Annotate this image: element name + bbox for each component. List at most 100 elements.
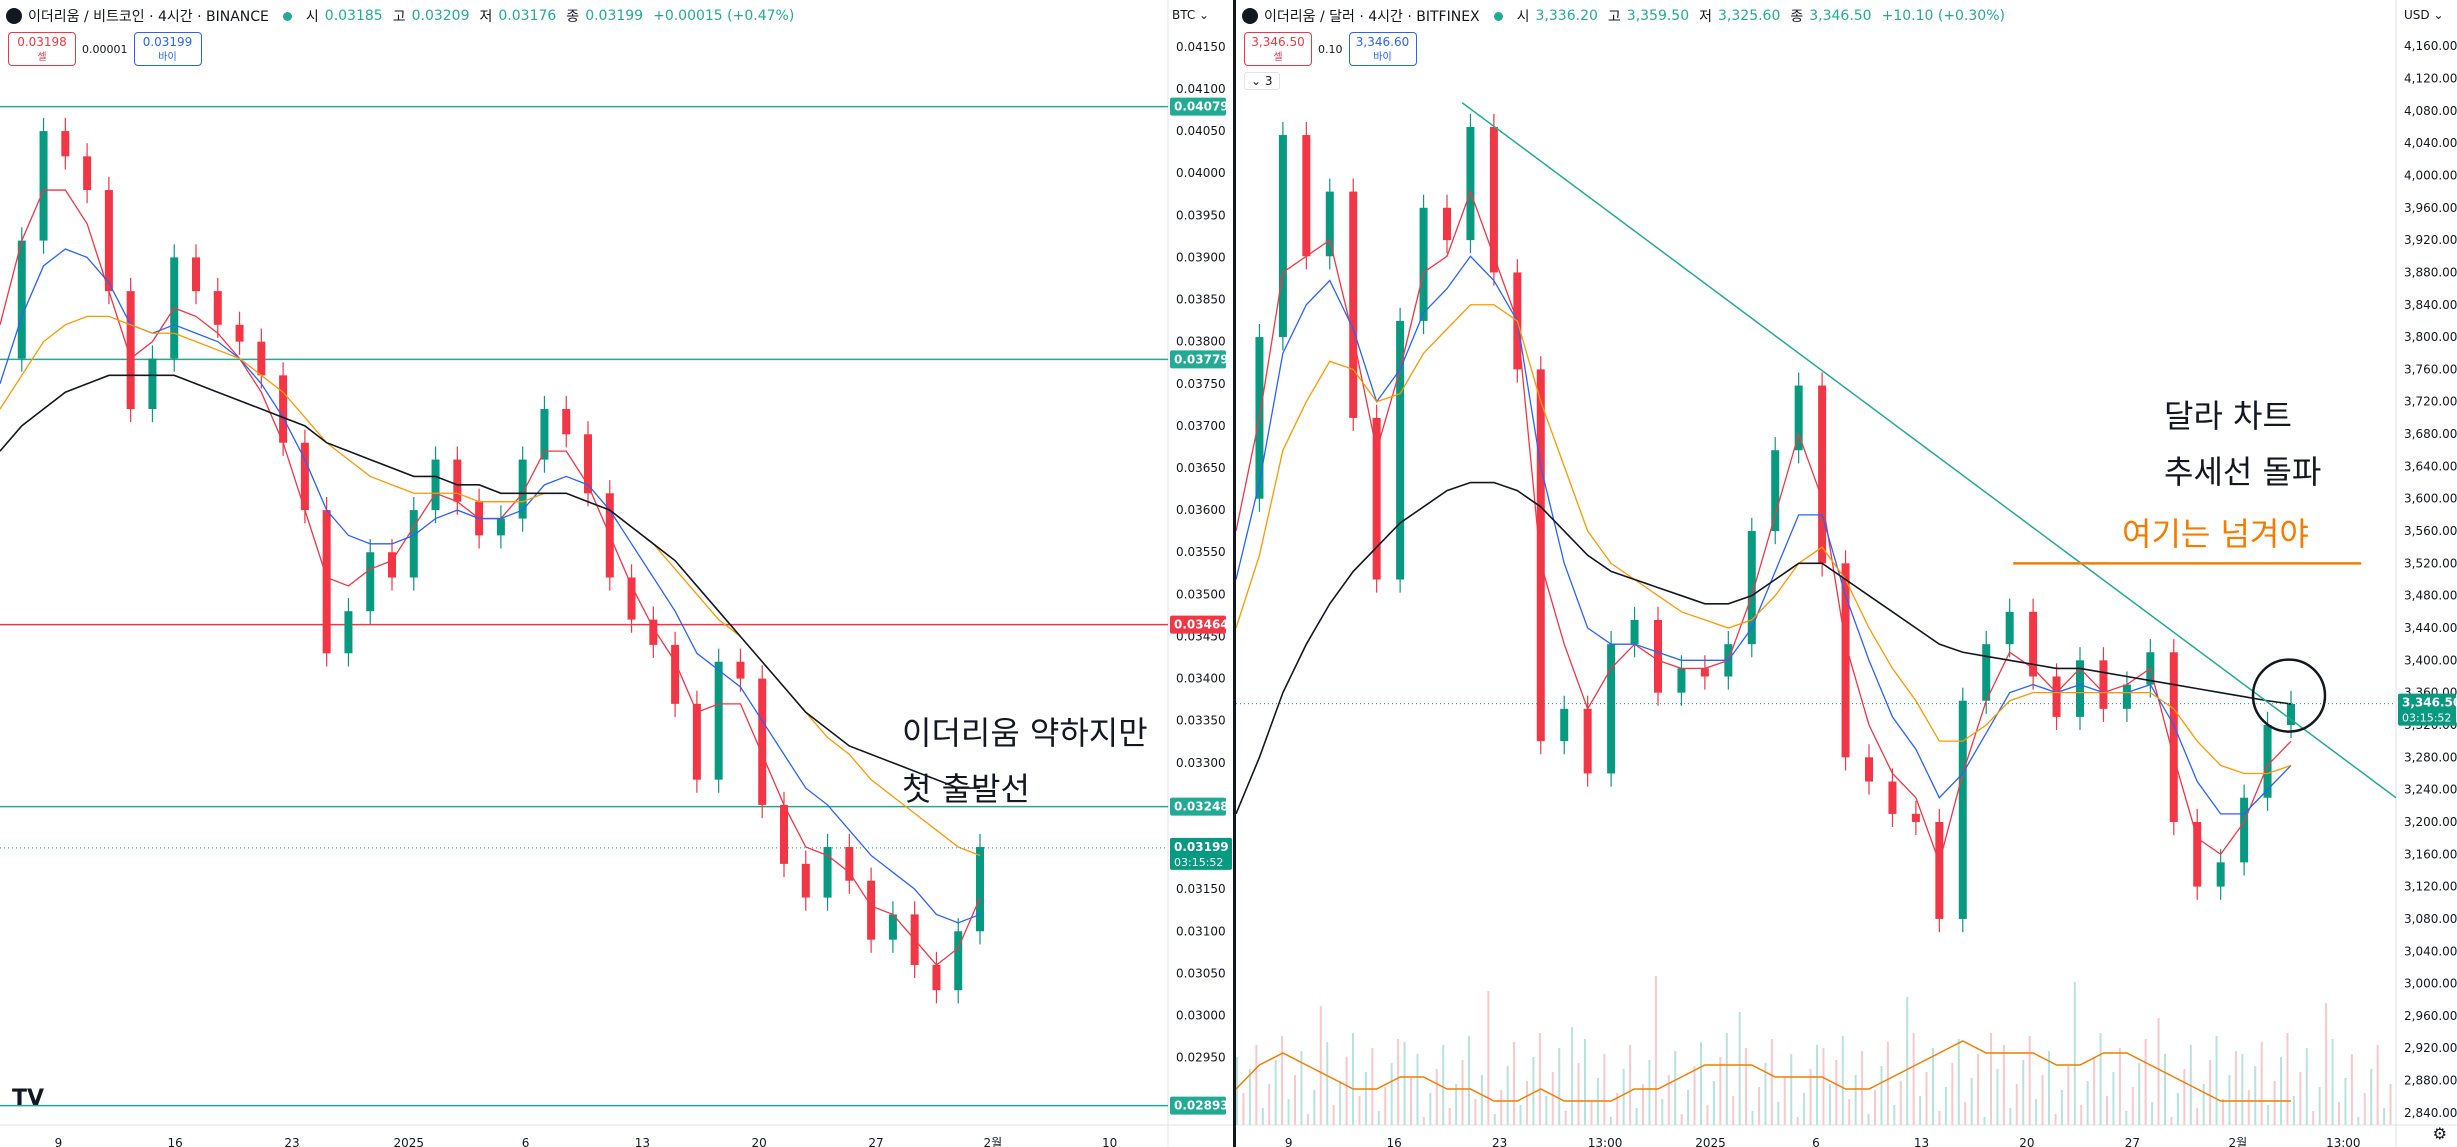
candle-body: [1958, 700, 1967, 919]
x-tick-label: 13:00: [1588, 1136, 1623, 1147]
candle-body: [300, 442, 309, 511]
volume-bar: [2234, 1051, 2237, 1125]
annotation-text: 첫 출발선: [902, 770, 1030, 808]
volume-bar: [1629, 1045, 1632, 1125]
eth-usd-chart[interactable]: 4,160.00 4,120.00 4,080.00 4,040.00 4,000.00…: [1236, 0, 2457, 1147]
volume-bar: [1532, 1057, 1535, 1125]
open-label: 시: [1516, 9, 1530, 25]
buy-button[interactable]: 0.03199 바이: [133, 32, 202, 66]
y-tick-label: 0.03300: [1176, 756, 1226, 770]
y-tick-label: 3,200.00: [2404, 815, 2457, 829]
eth-logo-icon: [1242, 8, 1258, 24]
y-tick-label: 0.04100: [1176, 82, 1226, 96]
breakout-circle: [2251, 658, 2327, 733]
sell-button[interactable]: 0.03198 셀: [8, 32, 76, 66]
indicators-toggle[interactable]: ⌄ 3: [1244, 72, 1280, 90]
last-price-label: 0.03199: [1174, 840, 1229, 854]
volume-bar: [1816, 1045, 1818, 1125]
change-value: +10.10 (+0.30%): [1881, 8, 2005, 24]
volume-bar: [2093, 1057, 2096, 1125]
eth-btc-chart-pane[interactable]: 0.04150 0.04100 0.04050 0.04000 0.03950 0.039…: [0, 0, 1233, 1147]
volume-bar: [1455, 1084, 1458, 1125]
volume-bar: [1861, 1051, 1864, 1125]
volume-bar: [2106, 1096, 2108, 1125]
x-tick-label: 2025: [1695, 1136, 1726, 1147]
candle-body: [126, 291, 135, 410]
y-tick-label: 4,080.00: [2404, 104, 2457, 118]
y-tick-label: 4,000.00: [2404, 168, 2457, 182]
candle-body: [1489, 126, 1498, 273]
volume-bar: [1248, 1069, 1251, 1125]
volume-bar: [2363, 1093, 2366, 1125]
market-status-icon: [1493, 11, 1503, 21]
candle-body: [1911, 813, 1920, 822]
volume-bar: [1551, 1072, 1554, 1125]
volume-bar: [2357, 1117, 2360, 1125]
volume-bar: [1912, 1033, 1915, 1125]
volume-bar: [1416, 1054, 1419, 1125]
buy-button[interactable]: 3,346.60 바이: [1348, 32, 1417, 66]
volume-bar: [1319, 1006, 1322, 1125]
volume-bar: [1822, 1048, 1825, 1125]
ma-long-line: [1236, 304, 2292, 775]
candle-body: [692, 703, 701, 780]
volume-bar: [1687, 1090, 1690, 1125]
volume-bar: [1326, 1042, 1329, 1125]
y-tick-label: 0.04050: [1176, 124, 1226, 138]
sell-button[interactable]: 3,346.50 셀: [1244, 32, 1312, 66]
eth-btc-chart[interactable]: 0.04150 0.04100 0.04050 0.04000 0.03950 0.039…: [0, 0, 1233, 1147]
settings-gear-icon[interactable]: ⚙: [2432, 1124, 2447, 1143]
y-tick-label: 3,720.00: [2404, 395, 2457, 409]
volume-bar: [1345, 1057, 1348, 1125]
volume-bar: [1964, 1102, 1967, 1125]
last-price-tag: [2398, 693, 2456, 726]
volume-bar: [2138, 1063, 2141, 1125]
x-tick-label: 20: [2019, 1136, 2034, 1147]
pane-divider[interactable]: [1233, 0, 1236, 1147]
candle-body: [1302, 135, 1311, 257]
y-tick-label: 0.03650: [1176, 461, 1226, 475]
volume-bar: [1493, 1114, 1496, 1125]
candle-body: [867, 880, 876, 940]
volume-bar: [1364, 1072, 1367, 1125]
volume-bar: [2286, 1033, 2289, 1125]
volume-bar: [1622, 1069, 1625, 1125]
eth-usd-chart-pane[interactable]: 4,160.00 4,120.00 4,080.00 4,040.00 4,000.00…: [1236, 0, 2457, 1147]
volume-bar: [1577, 1063, 1580, 1125]
tradingview-logo-icon[interactable]: 𝗧𝗩: [12, 1086, 45, 1111]
level-price-label: 0.04079: [1174, 100, 1229, 114]
level-price-tag: [1170, 1096, 1226, 1115]
x-tick-label: 13: [1914, 1136, 1929, 1147]
x-tick-label: 9: [55, 1136, 63, 1147]
symbol-title[interactable]: 이더리움 / 달러 · 4시간 · BITFINEX: [1264, 9, 1480, 25]
y-tick-label: 0.03500: [1176, 587, 1226, 601]
volume-bar: [1474, 1099, 1477, 1125]
buy-price: 3,346.60: [1355, 35, 1410, 49]
last-price-label: 3,346.50: [2402, 696, 2457, 710]
volume-bar: [2318, 1087, 2321, 1125]
ma-200-line: [0, 374, 980, 789]
volume-bar: [2118, 1048, 2121, 1125]
y-tick-label: 3,960.00: [2404, 201, 2457, 215]
x-tick-label: 2월: [983, 1136, 1002, 1147]
currency-selector[interactable]: USD ⌄: [2404, 8, 2444, 22]
volume-bar: [1886, 1042, 1889, 1125]
volume-bar: [2299, 1072, 2302, 1125]
volume-bar: [1468, 1036, 1470, 1125]
sell-label: 셀: [37, 52, 47, 63]
candle-body: [148, 358, 157, 410]
x-tick-label: 9: [1285, 1136, 1293, 1147]
y-tick-label: 2,840.00: [2404, 1106, 2457, 1120]
level-price-tag: [1170, 615, 1226, 634]
volume-bar: [1410, 1078, 1412, 1125]
candle-body: [1818, 385, 1827, 564]
high-label: 고: [392, 9, 406, 25]
x-tick-label: 2월: [2228, 1136, 2247, 1147]
symbol-title[interactable]: 이더리움 / 비트코인 · 4시간 · BINANCE: [28, 9, 269, 25]
x-tick-label: 6: [1812, 1136, 1820, 1147]
volume-bar: [1783, 1078, 1786, 1125]
symbol-legend: 이더리움 / 달러 · 4시간 · BITFINEX 시 3,336.20 고 3,…: [1242, 6, 2009, 26]
volume-bar: [1352, 1033, 1354, 1125]
volume-bar: [2267, 1105, 2270, 1125]
currency-selector[interactable]: BTC ⌄: [1172, 8, 1210, 22]
